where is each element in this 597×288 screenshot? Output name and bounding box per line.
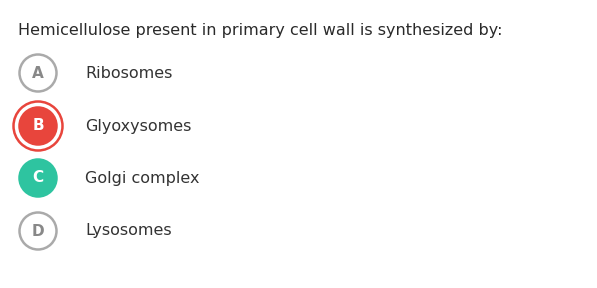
Text: Glyoxysomes: Glyoxysomes: [85, 118, 192, 134]
Text: Hemicellulose present in primary cell wall is synthesized by:: Hemicellulose present in primary cell wa…: [18, 23, 503, 38]
Text: B: B: [32, 118, 44, 134]
Text: Lysosomes: Lysosomes: [85, 223, 171, 238]
Circle shape: [20, 107, 57, 145]
Circle shape: [20, 54, 57, 92]
Circle shape: [20, 160, 57, 196]
Text: D: D: [32, 223, 44, 238]
Circle shape: [20, 213, 57, 249]
Text: Ribosomes: Ribosomes: [85, 65, 173, 81]
Text: Golgi complex: Golgi complex: [85, 170, 199, 185]
Text: C: C: [32, 170, 44, 185]
Text: A: A: [32, 65, 44, 81]
